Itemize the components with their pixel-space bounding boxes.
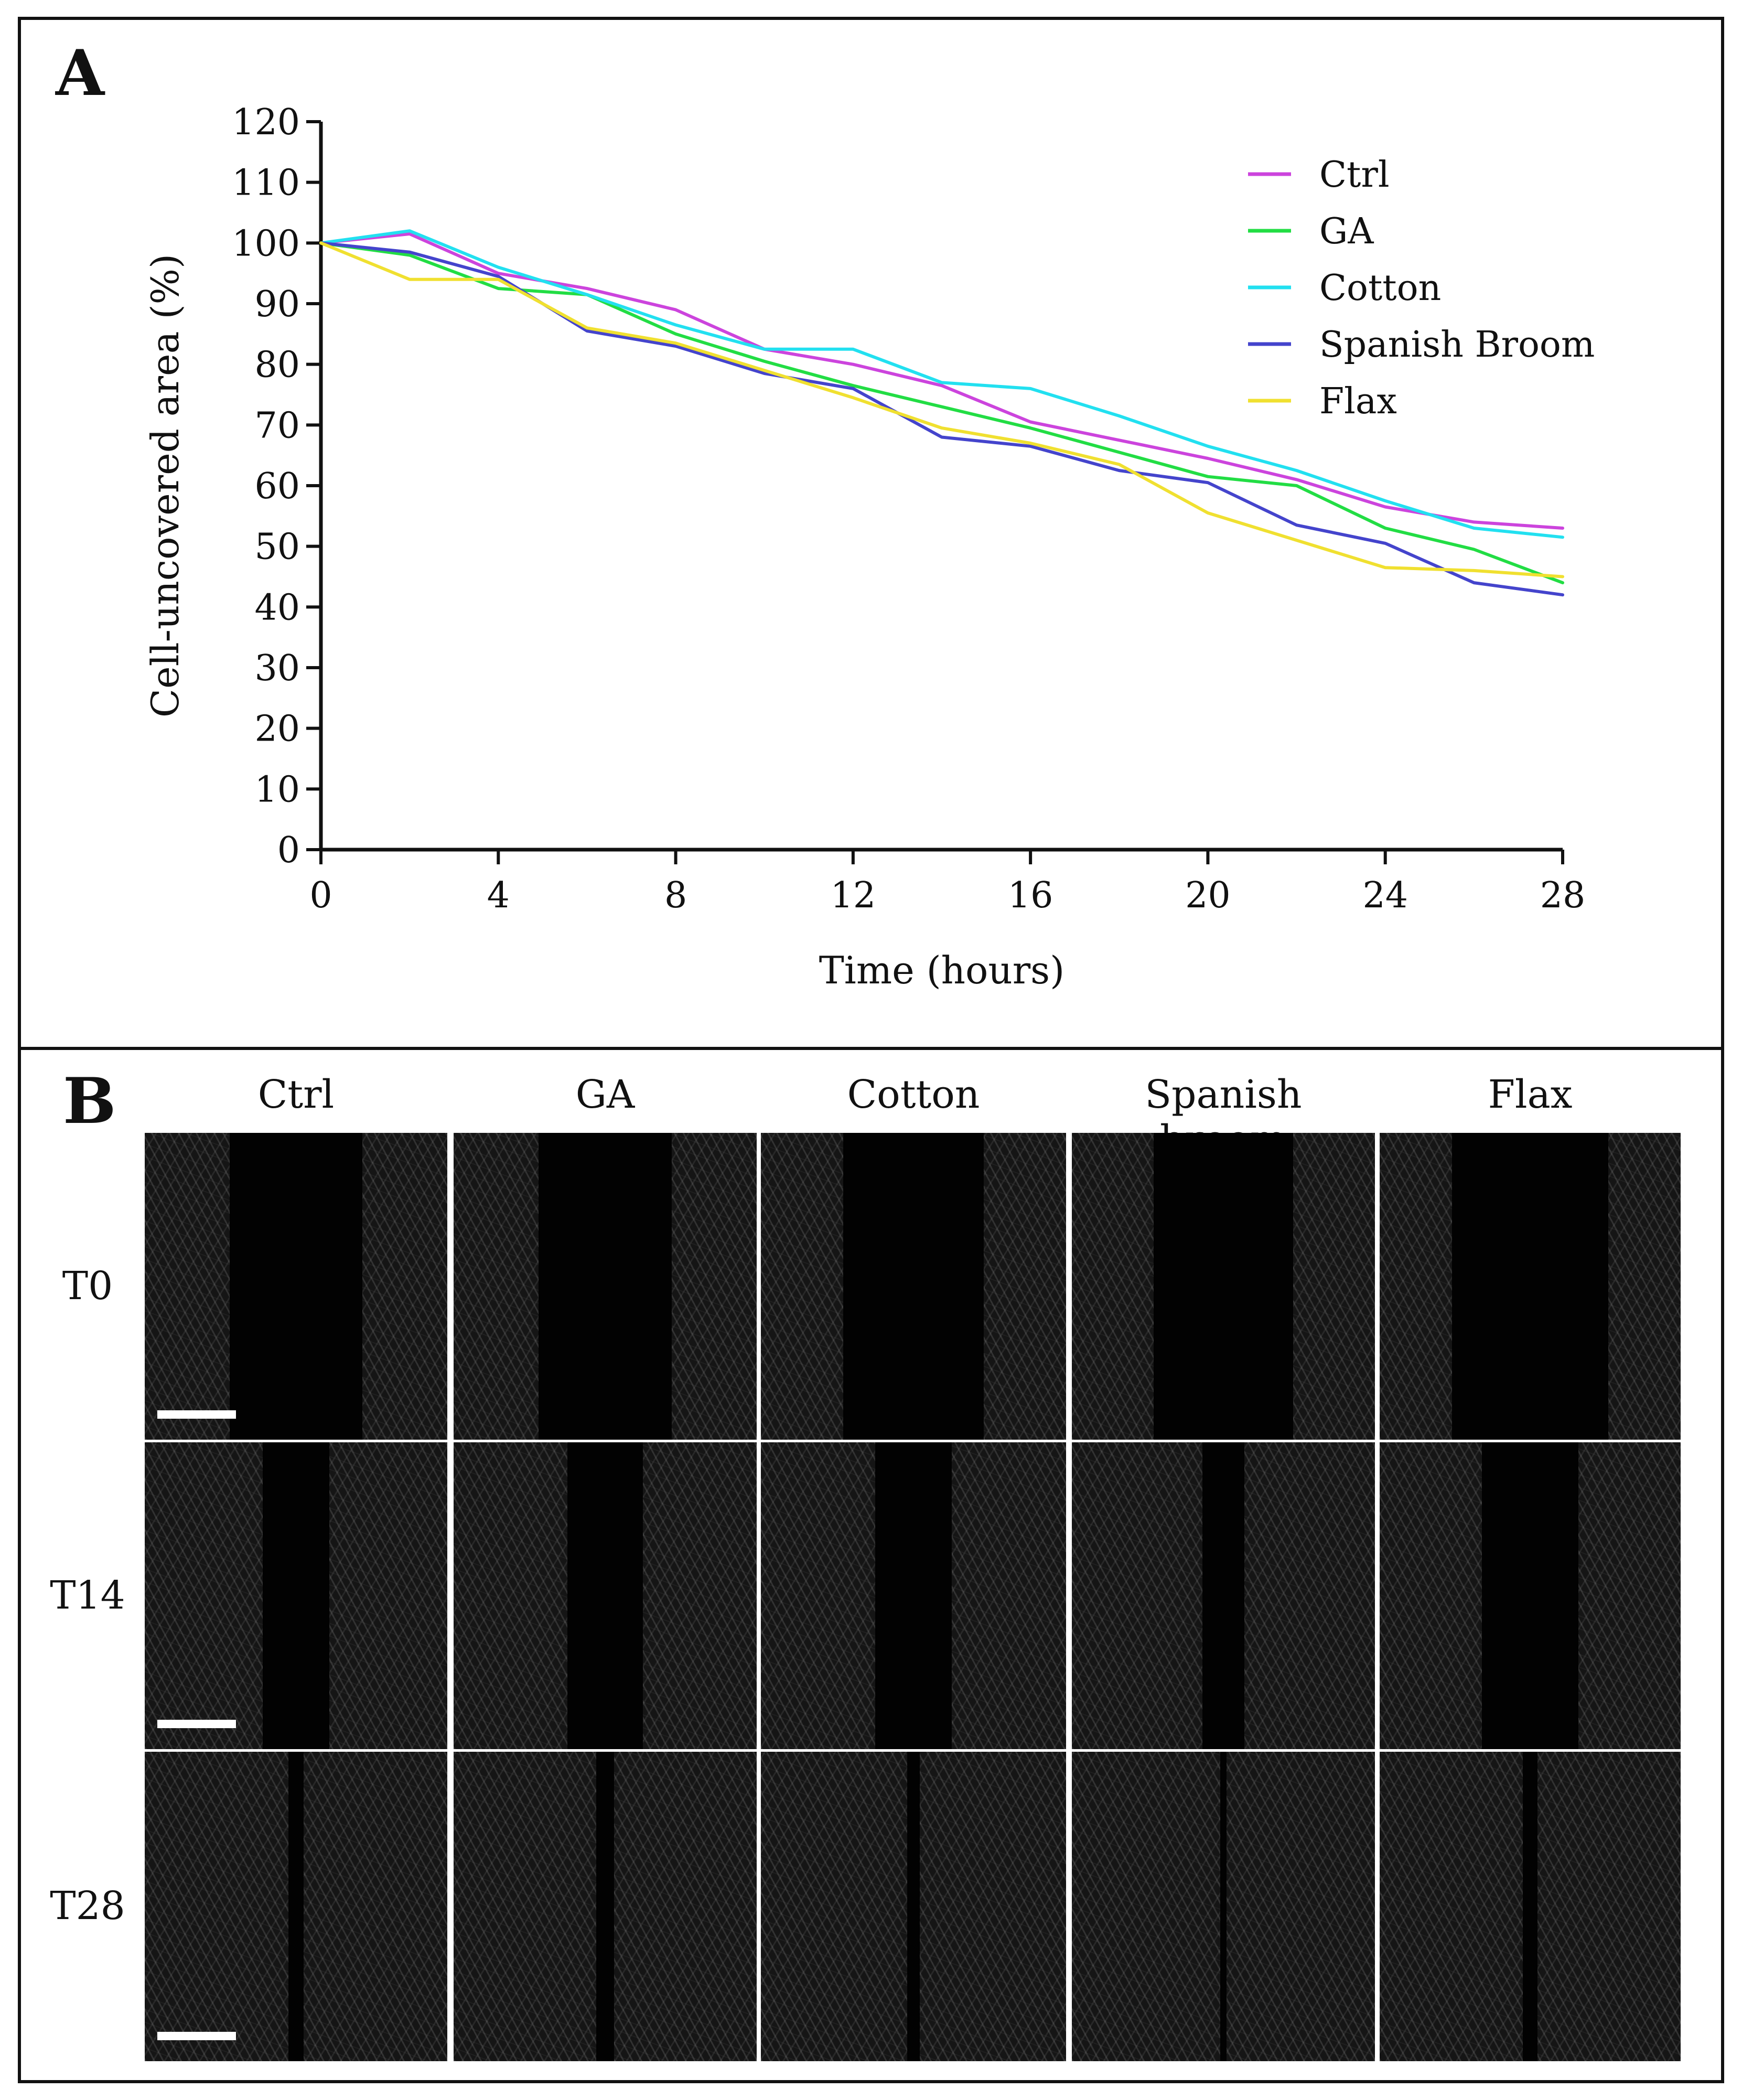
row-label: T0: [62, 1263, 113, 1309]
legend-label: Cotton: [1319, 267, 1441, 309]
y-tick-label: 60: [254, 466, 300, 507]
scratch-gap: [875, 1442, 952, 1749]
scratch-gap: [1451, 1133, 1609, 1440]
scratch-gap: [1154, 1133, 1293, 1440]
scratch-gap: [229, 1133, 363, 1440]
micrograph-image: [454, 1752, 757, 2061]
x-tick-label: 0: [309, 875, 332, 916]
y-tick-label: 80: [254, 345, 300, 386]
scratch-gap: [567, 1442, 643, 1749]
y-tick-label: 10: [254, 769, 300, 810]
x-tick-label: 20: [1185, 875, 1231, 916]
scratch-gap: [288, 1752, 304, 2061]
y-tick-label: 30: [254, 648, 300, 689]
column-header: Flax: [1488, 1072, 1573, 1117]
series-line: [319, 241, 1564, 585]
micrograph-image: [1072, 1133, 1375, 1440]
x-axis-title: Time (hours): [819, 948, 1064, 992]
panel-b-letter: B: [63, 1064, 116, 1138]
legend-label: Ctrl: [1319, 154, 1390, 196]
scratch-gap: [1202, 1442, 1245, 1749]
column-header: Ctrl: [257, 1072, 335, 1117]
panel-a-letter: A: [56, 36, 105, 110]
legend-label: Flax: [1319, 381, 1397, 422]
panel-a: [18, 17, 1724, 1050]
scratch-gap: [843, 1133, 984, 1440]
x-tick-label: 24: [1362, 875, 1408, 916]
y-tick-label: 70: [254, 405, 300, 446]
x-tick-label: 16: [1008, 875, 1053, 916]
scratch-gap: [263, 1442, 329, 1749]
scale-bar: [157, 2032, 236, 2040]
scratch-gap: [1482, 1442, 1578, 1749]
scratch-gap: [907, 1752, 920, 2061]
y-tick-label: 110: [232, 163, 300, 204]
y-axis-title: Cell-uncovered area (%): [143, 254, 187, 717]
micrograph-image: [1072, 1442, 1375, 1749]
scale-bar: [157, 1720, 236, 1728]
micrograph-image: [761, 1133, 1066, 1440]
y-tick-label: 90: [254, 284, 300, 325]
micrograph-image: [454, 1133, 757, 1440]
column-header: Cotton: [847, 1072, 980, 1117]
column-header: GA: [575, 1072, 635, 1117]
y-tick-label: 50: [254, 527, 300, 568]
micrograph-image: [145, 1752, 447, 2061]
y-tick-label: 20: [254, 709, 300, 750]
row-label: T28: [50, 1883, 125, 1928]
scratch-gap: [596, 1752, 615, 2061]
x-tick-label: 4: [487, 875, 510, 916]
x-tick-label: 8: [664, 875, 687, 916]
series-line: [319, 232, 1564, 530]
micrograph-image: [145, 1442, 447, 1749]
row-label: T14: [50, 1572, 125, 1618]
scratch-gap: [1220, 1752, 1227, 2061]
micrograph-image: [454, 1442, 757, 1749]
scratch-gap: [1522, 1752, 1538, 2061]
series-line: [319, 229, 1564, 539]
y-tick-label: 120: [232, 102, 300, 143]
y-tick-label: 0: [277, 830, 300, 871]
x-tick-label: 12: [831, 875, 876, 916]
y-tick-label: 100: [232, 223, 300, 264]
micrograph-image: [1380, 1442, 1681, 1749]
micrograph-image: [761, 1442, 1066, 1749]
y-tick-label: 40: [254, 587, 300, 628]
micrograph-image: [1380, 1133, 1681, 1440]
scale-bar: [157, 1410, 236, 1419]
legend-label: GA: [1319, 211, 1374, 252]
micrograph-image: [145, 1133, 447, 1440]
legend-label: Spanish Broom: [1319, 324, 1595, 366]
scratch-gap: [538, 1133, 672, 1440]
micrograph-image: [1380, 1752, 1681, 2061]
micrograph-image: [761, 1752, 1066, 2061]
series-line: [319, 241, 1564, 578]
line-chart: 0 10 20 30 40 50 60 70 80 90 100 110 120 0 4 8 12 16 20 24 2…: [143, 102, 1595, 992]
x-tick-label: 28: [1540, 875, 1586, 916]
micrograph-image: [1072, 1752, 1375, 2061]
